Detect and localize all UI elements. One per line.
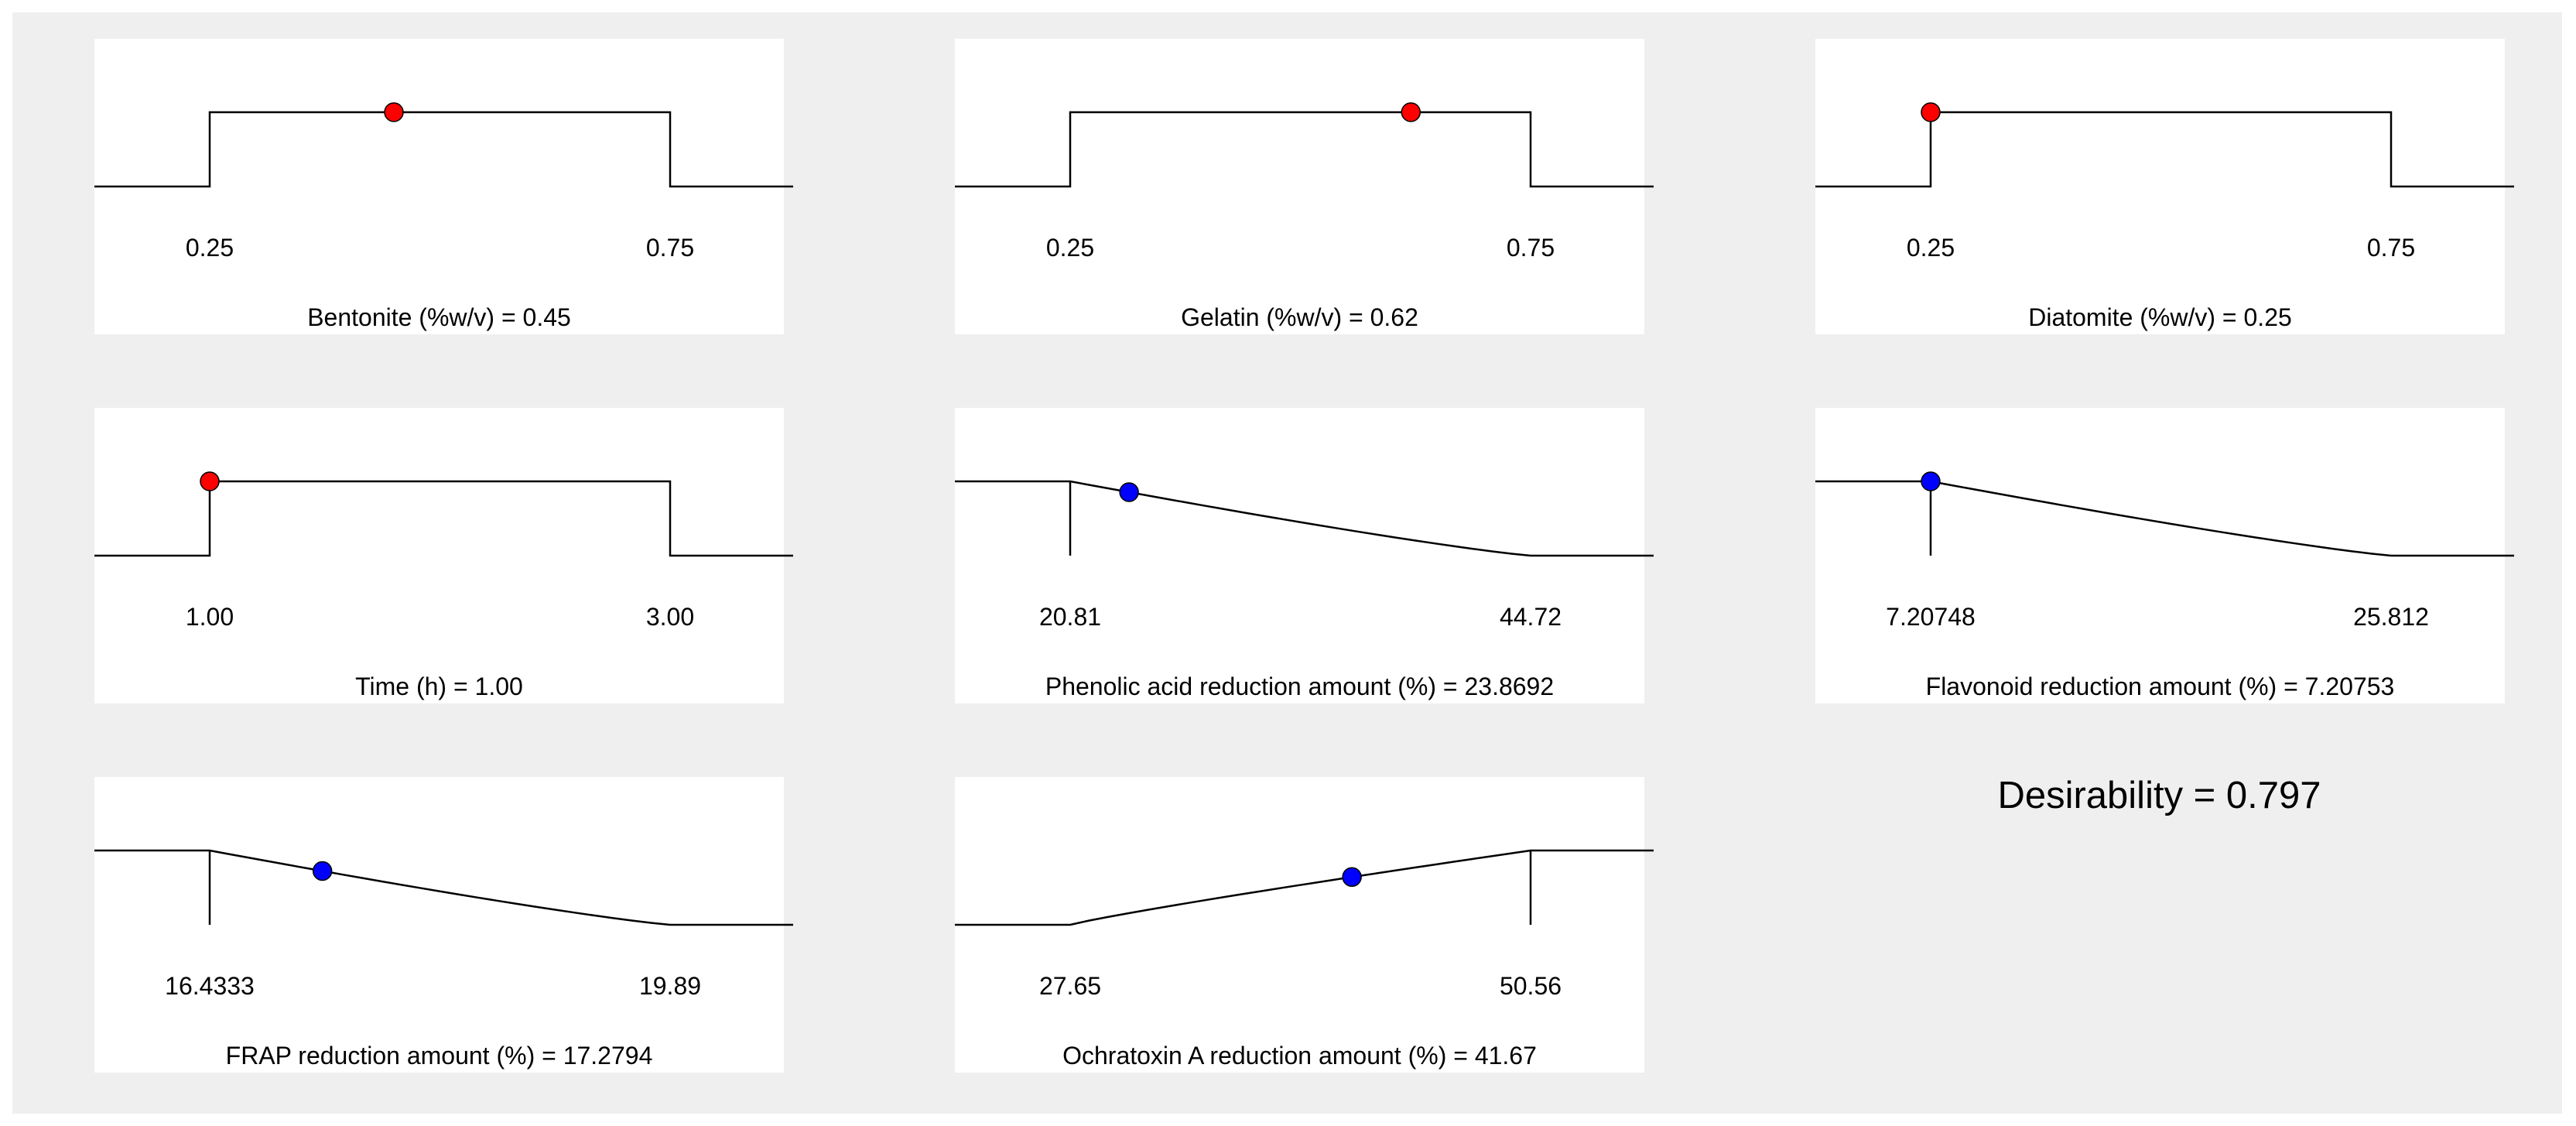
variable-caption: Bentonite (%w/v) = 0.45 [307, 303, 571, 331]
desirability-ramp-line [955, 849, 1654, 926]
high-limit-label: 3.00 [645, 603, 695, 631]
ramp-svg [955, 102, 1654, 188]
optimum-point[interactable] [312, 861, 333, 881]
low-limit-label: 0.25 [1906, 234, 1955, 262]
high-limit-label: 19.89 [638, 972, 702, 1000]
high-limit-label: 0.75 [1506, 234, 1555, 262]
desirability-ramp-line [94, 480, 793, 557]
ramp-svg [1815, 102, 2514, 188]
ramp-svg [955, 480, 1654, 557]
variable-caption: Ochratoxin A reduction amount (%) = 41.6… [1062, 1042, 1537, 1070]
ramp-plot-canvas: 0.25 0.75 Bentonite (%w/v) = 0.45 0.25 0.75 G… [12, 12, 2562, 1114]
ramp-panel: 0.25 0.75 Gelatin (%w/v) = 0.62 [955, 39, 1654, 334]
low-limit-label: 0.25 [1045, 234, 1095, 262]
ramp-svg [94, 849, 793, 926]
optimum-point[interactable] [200, 471, 220, 491]
desirability-ramp-line [955, 111, 1654, 188]
ramp-panel: 20.81 44.72 Phenolic acid reduction amount… [955, 408, 1654, 703]
ramp-svg [1815, 471, 2514, 557]
low-limit-label: 1.00 [185, 603, 234, 631]
optimum-point[interactable] [1401, 102, 1421, 122]
desirability-ramp-line [955, 480, 1654, 557]
ramp-panel: 7.20748 25.812 Flavonoid reduction amount … [1815, 408, 2514, 703]
ramp-svg [94, 102, 793, 188]
low-limit-label: 7.20748 [1886, 603, 1976, 631]
desirability-label: Desirability = 0.797 [1997, 775, 2321, 816]
variable-caption: Gelatin (%w/v) = 0.62 [1181, 303, 1418, 331]
low-limit-label: 0.25 [185, 234, 234, 262]
ramp-panel: 0.25 0.75 Bentonite (%w/v) = 0.45 [94, 39, 793, 334]
ramp-panel: 27.65 50.56 Ochratoxin A reduction amount … [955, 777, 1654, 1073]
optimum-point[interactable] [1342, 867, 1362, 888]
optimum-point[interactable] [1119, 482, 1139, 502]
ramp-svg [94, 471, 793, 557]
low-limit-label: 27.65 [1038, 972, 1102, 1000]
high-limit-label: 0.75 [645, 234, 695, 262]
desirability-ramp-line [1815, 111, 2514, 188]
desirability-ramp-line [94, 849, 793, 926]
desirability-ramp-line [1815, 480, 2514, 557]
variable-caption: FRAP reduction amount (%) = 17.2794 [225, 1042, 653, 1070]
optimum-point[interactable] [1921, 102, 1941, 122]
ramp-svg [955, 849, 1654, 926]
ramp-panel: 16.4333 19.89 FRAP reduction amount (%) = … [94, 777, 793, 1073]
variable-caption: Phenolic acid reduction amount (%) = 23.… [1045, 673, 1555, 700]
optimum-point[interactable] [1921, 471, 1941, 491]
high-limit-label: 50.56 [1499, 972, 1562, 1000]
high-limit-label: 0.75 [2366, 234, 2416, 262]
variable-caption: Time (h) = 1.00 [355, 673, 523, 700]
variable-caption: Diatomite (%w/v) = 0.25 [2028, 303, 2292, 331]
desirability-ramp-line [94, 111, 793, 188]
ramp-panel: 0.25 0.75 Diatomite (%w/v) = 0.25 [1815, 39, 2514, 334]
low-limit-label: 16.4333 [165, 972, 255, 1000]
low-limit-label: 20.81 [1038, 603, 1102, 631]
variable-caption: Flavonoid reduction amount (%) = 7.20753 [1925, 673, 2395, 700]
ramp-panel: 1.00 3.00 Time (h) = 1.00 [94, 408, 793, 703]
optimum-point[interactable] [384, 102, 404, 122]
high-limit-label: 44.72 [1499, 603, 1562, 631]
high-limit-label: 25.812 [2353, 603, 2429, 631]
